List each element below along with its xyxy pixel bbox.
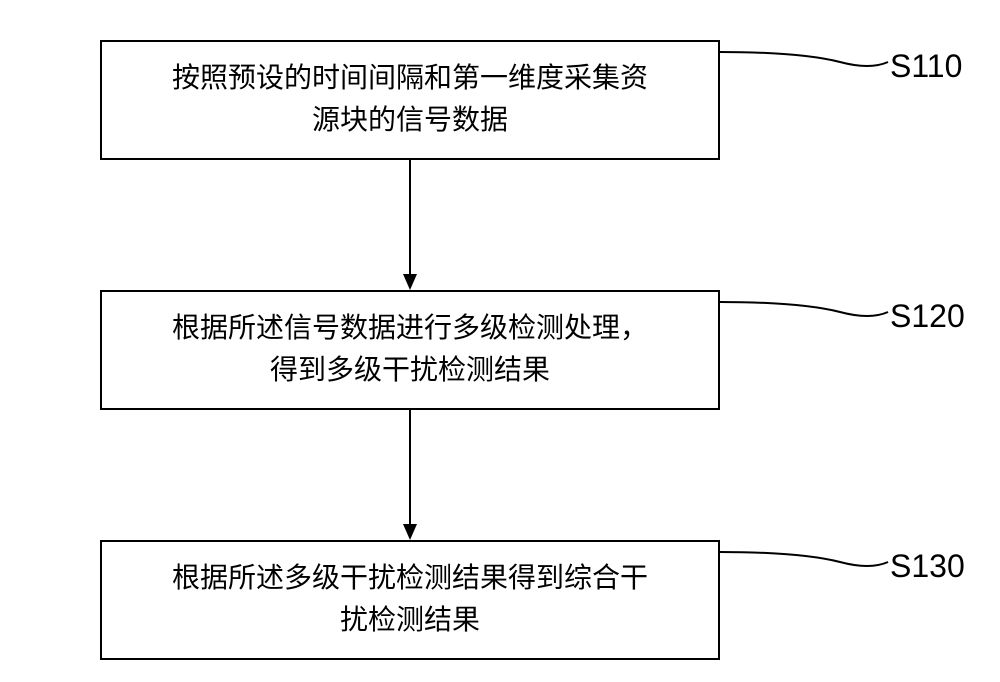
step-label-s120: S120 xyxy=(890,298,965,335)
label-connector-s130 xyxy=(720,540,890,580)
step-text: 根据所述多级干扰检测结果得到综合干 扰检测结果 xyxy=(172,558,648,642)
step-text: 根据所述信号数据进行多级检测处理， 得到多级干扰检测结果 xyxy=(172,308,648,392)
flowchart-container: 按照预设的时间间隔和第一维度采集资 源块的信号数据 根据所述信号数据进行多级检测… xyxy=(50,20,950,660)
step-text: 按照预设的时间间隔和第一维度采集资 源块的信号数据 xyxy=(172,58,648,142)
step-label-s110: S110 xyxy=(890,48,962,85)
label-connector-s110 xyxy=(720,40,890,80)
step-label-s130: S130 xyxy=(890,548,965,585)
arrow-s120-to-s130 xyxy=(400,410,420,540)
flowchart-step-s130: 根据所述多级干扰检测结果得到综合干 扰检测结果 xyxy=(100,540,720,660)
label-connector-s120 xyxy=(720,290,890,330)
flowchart-step-s110: 按照预设的时间间隔和第一维度采集资 源块的信号数据 xyxy=(100,40,720,160)
flowchart-step-s120: 根据所述信号数据进行多级检测处理， 得到多级干扰检测结果 xyxy=(100,290,720,410)
arrow-s110-to-s120 xyxy=(400,160,420,290)
